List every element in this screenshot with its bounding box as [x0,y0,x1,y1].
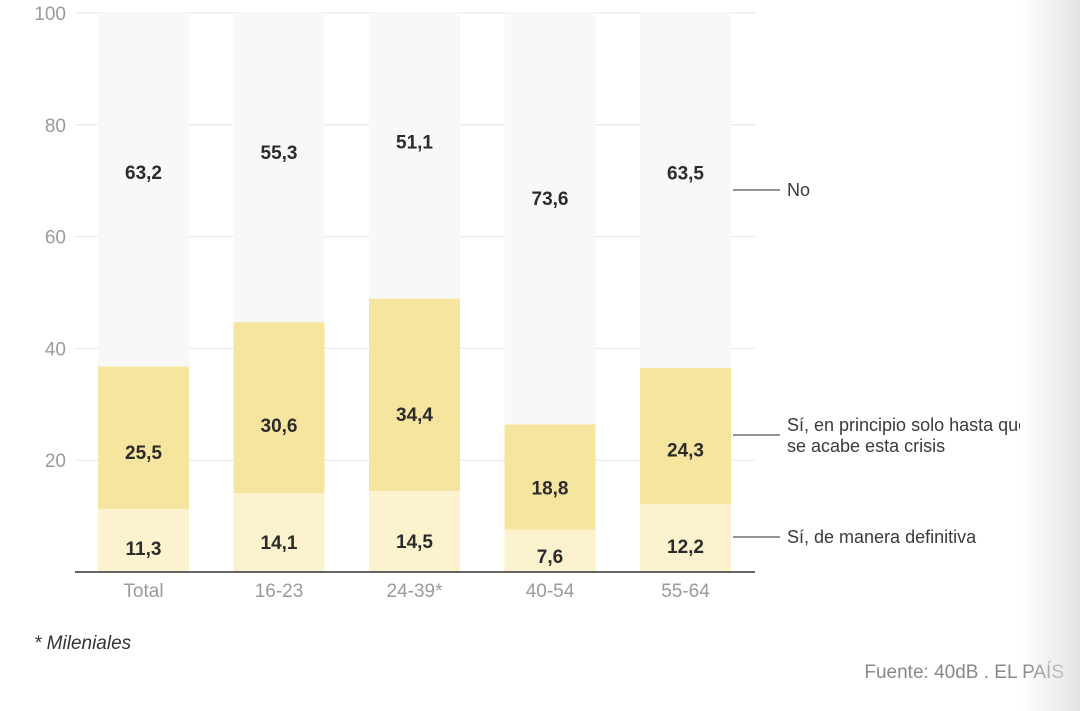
legend-label: se acabe esta crisis [787,436,945,456]
y-tick-label: 60 [45,228,66,249]
bar-segment-temporary [98,366,189,509]
category-label: 16-23 [255,581,304,602]
category-label: Total [123,581,163,602]
data-label: 25,5 [125,443,162,464]
bar-segment-permanent [369,490,460,572]
data-label: 34,4 [396,405,433,426]
bar-segment-permanent [233,493,325,572]
bar-segment-no [504,13,596,425]
source-credit: Fuente: 40dB . EL PAÍS [864,662,1064,683]
data-label: 73,6 [532,189,569,210]
legend-label: No [787,180,810,200]
bar-segment-no [233,13,325,323]
category-label: 24-39* [387,581,444,602]
y-tick-label: 20 [45,451,66,472]
footnote: * Mileniales [34,633,132,654]
data-label: 14,5 [396,532,433,553]
page-edge-shadow [1020,0,1080,711]
data-labels: 11,3 25,5 63,2 14,1 30,6 55,3 14,5 34,4 51,1 7,6 1… [125,133,704,568]
bar-segment-temporary [504,424,596,530]
bar-segment-permanent [504,529,596,572]
data-label: 55,3 [261,143,298,164]
legend-label: Sí, en principio solo hasta que [787,415,1020,435]
x-axis-categories: Total 16-23 24-39* 40-54 55-64 [123,581,710,602]
bar-segment-temporary [233,322,325,494]
data-label: 30,6 [261,416,298,437]
y-tick-label: 40 [45,339,66,360]
data-label: 14,1 [261,533,298,554]
data-label: 51,1 [396,133,433,154]
data-label: 18,8 [532,478,569,499]
bar-segment-no [98,13,189,367]
bar-segment-no [640,13,731,368]
bar-segment-permanent [98,508,189,572]
bar-segment-no [369,13,460,299]
y-tick-label: 100 [34,4,66,25]
bar-segment-temporary [640,367,731,504]
data-label: 7,6 [537,547,563,568]
bars [98,13,731,572]
data-label: 24,3 [667,440,704,461]
data-label: 11,3 [126,539,162,560]
data-label: 63,5 [667,164,704,185]
bar-segment-permanent [640,503,731,572]
legend-label: Sí, de manera definitiva [787,527,977,547]
category-label: 40-54 [526,581,575,602]
bar-segment-temporary [369,298,460,491]
data-label: 12,2 [667,537,704,558]
category-label: 55-64 [661,581,710,602]
y-axis-ticks: 20 40 60 80 100 [34,4,66,472]
legend: Sí, de manera definitiva Sí, en principio… [733,180,1020,547]
stacked-bar-chart: 20 40 60 80 100 11,3 25,5 63,2 14,1 30,6 55,3 14,5… [34,4,1020,602]
y-tick-label: 80 [45,116,66,137]
data-label: 63,2 [125,163,162,184]
